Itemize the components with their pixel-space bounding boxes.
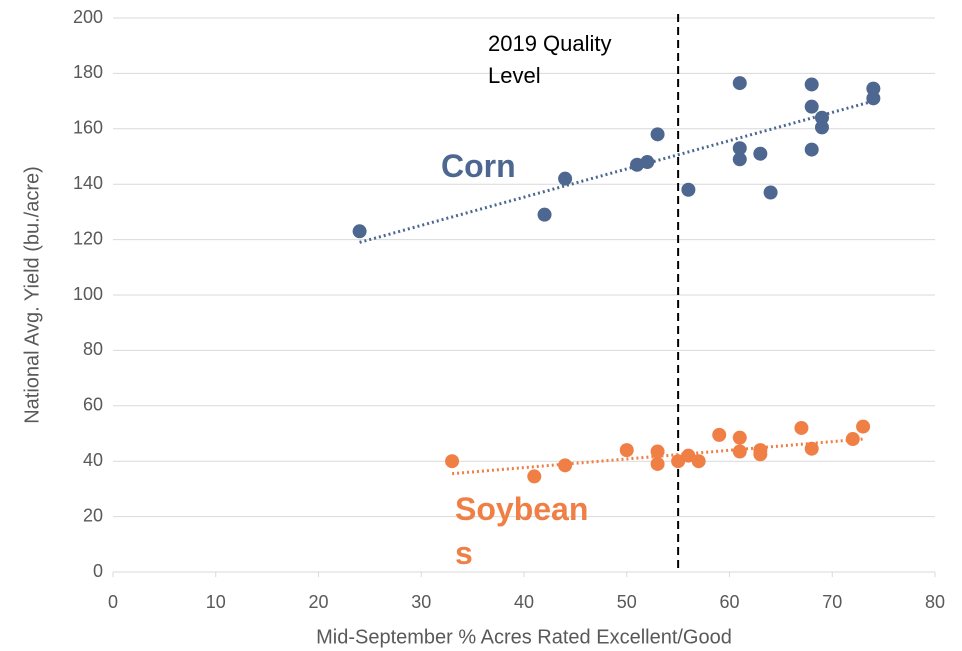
point <box>681 448 696 463</box>
y-tick-label: 20 <box>83 505 103 525</box>
x-tick-label: 70 <box>822 592 842 612</box>
y-tick-label: 140 <box>73 173 103 193</box>
y-tick-label: 60 <box>83 395 103 415</box>
point <box>527 469 542 484</box>
y-tick-label: 100 <box>73 284 103 304</box>
point <box>753 447 768 462</box>
point <box>732 76 747 91</box>
y-tick-label: 40 <box>83 450 103 470</box>
x-tick-label: 50 <box>617 592 637 612</box>
series-label: Soybeans <box>455 491 589 571</box>
point <box>763 185 778 200</box>
y-tick-label: 120 <box>73 228 103 248</box>
x-tick-label: 60 <box>719 592 739 612</box>
y-tick-label: 0 <box>93 561 103 581</box>
point <box>814 110 829 125</box>
y-tick-label: 200 <box>73 7 103 27</box>
point <box>856 419 871 434</box>
point <box>845 432 860 447</box>
x-tick-label: 0 <box>108 592 118 612</box>
point <box>619 443 634 458</box>
point <box>804 99 819 114</box>
point <box>681 182 696 197</box>
point <box>804 142 819 157</box>
point <box>671 454 686 469</box>
y-axis-title: National Avg. Yield (bu./acre) <box>21 166 43 424</box>
x-tick-label: 80 <box>925 592 945 612</box>
point <box>804 441 819 456</box>
series-label: Corn <box>441 148 516 184</box>
point <box>712 427 727 442</box>
annotation: 2019 Quality Level <box>488 31 612 88</box>
point <box>866 91 881 106</box>
point <box>537 207 552 222</box>
x-axis-title: Mid-September % Acres Rated Excellent/Go… <box>316 626 732 648</box>
x-tick-label: 20 <box>308 592 328 612</box>
point <box>814 120 829 135</box>
point <box>794 420 809 435</box>
x-tick-label: 30 <box>411 592 431 612</box>
point <box>866 81 881 96</box>
point <box>732 141 747 156</box>
point <box>804 77 819 92</box>
point <box>650 127 665 142</box>
point <box>558 458 573 473</box>
y-tick-label: 80 <box>83 339 103 359</box>
y-tick-label: 160 <box>73 118 103 138</box>
point <box>691 454 706 469</box>
point <box>732 444 747 459</box>
point <box>732 430 747 445</box>
x-tick-label: 40 <box>514 592 534 612</box>
point <box>558 171 573 186</box>
point <box>650 456 665 471</box>
trendline <box>359 99 874 244</box>
point <box>445 454 460 469</box>
point <box>650 444 665 459</box>
x-tick-label: 10 <box>206 592 226 612</box>
point <box>753 146 768 161</box>
point <box>732 152 747 167</box>
point <box>640 155 655 170</box>
y-tick-label: 180 <box>73 62 103 82</box>
point <box>352 224 367 239</box>
